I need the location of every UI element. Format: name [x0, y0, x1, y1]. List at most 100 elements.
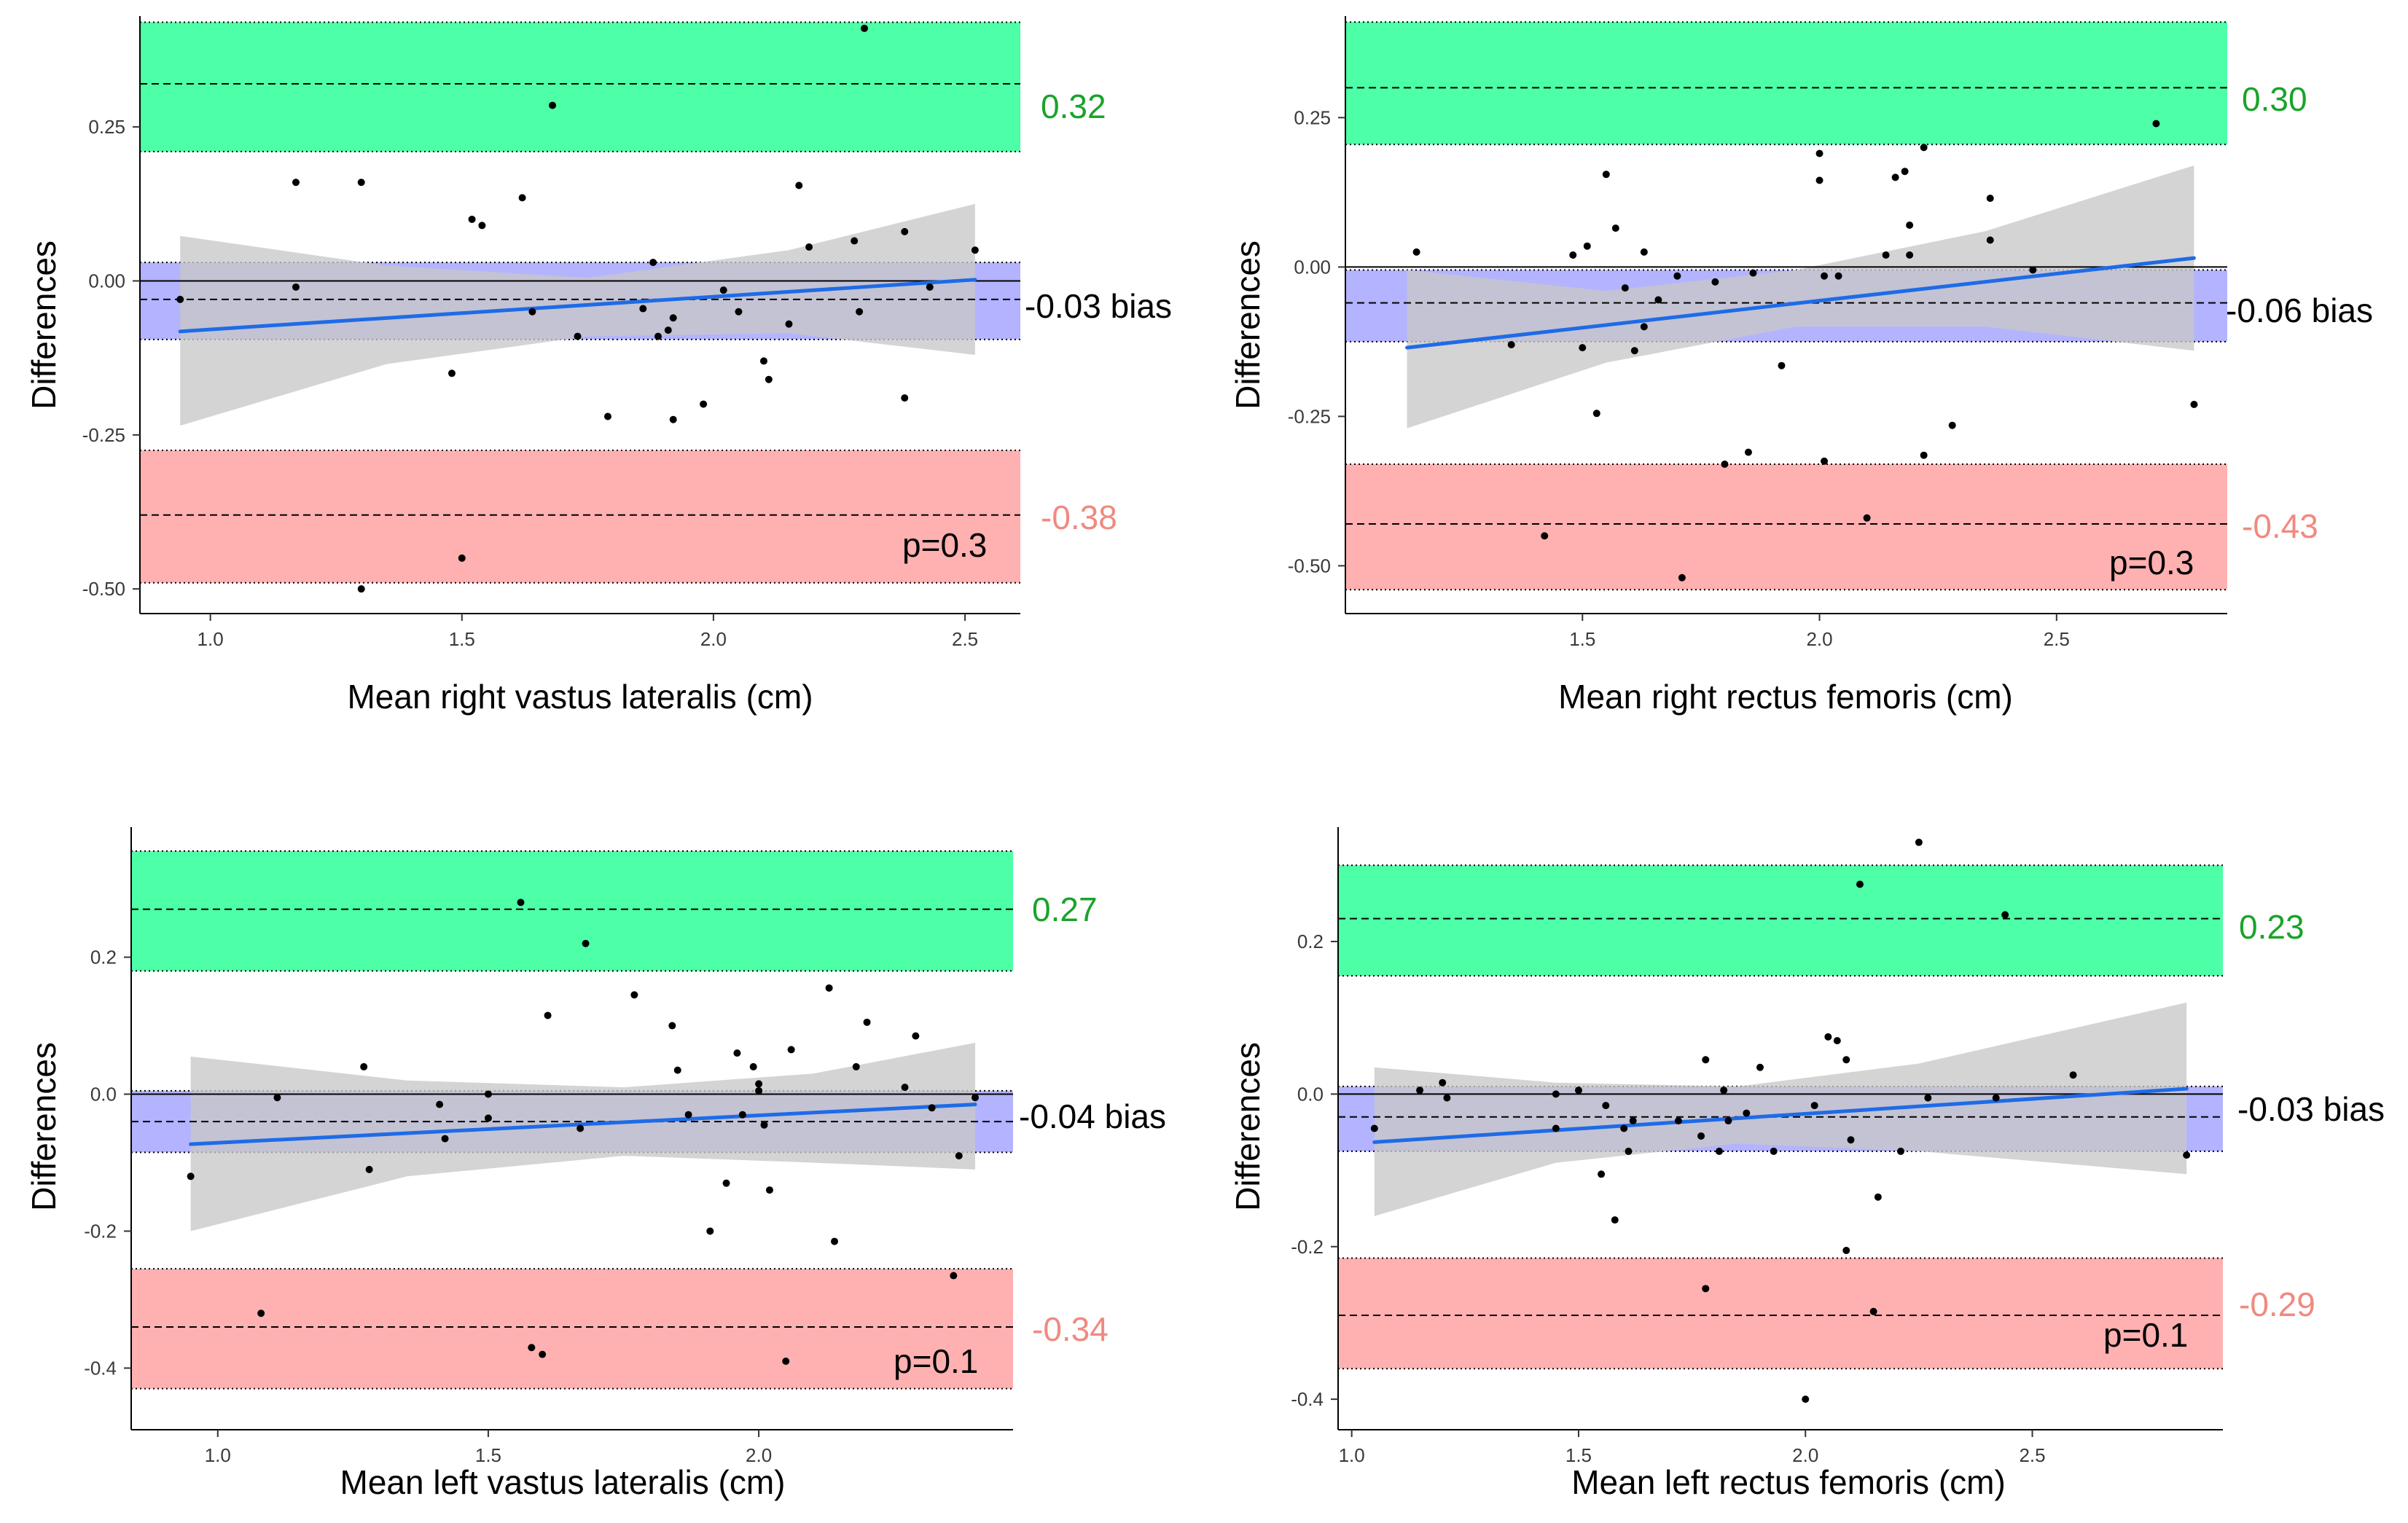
data-point-6	[441, 1135, 449, 1143]
data-point-10	[528, 1344, 536, 1352]
data-point-10	[528, 308, 536, 316]
data-point-6	[1602, 171, 1610, 179]
upper-loa-band	[1345, 22, 2227, 145]
data-point-20	[700, 400, 708, 408]
data-point-11	[1640, 323, 1648, 331]
data-point-34	[1948, 421, 1956, 429]
upper-loa-label: 0.32	[1041, 87, 1106, 125]
data-point-21	[1756, 1063, 1764, 1071]
data-point-28	[851, 237, 859, 245]
y-tick-label: 0.0	[1297, 1083, 1324, 1105]
data-point-5	[1592, 410, 1600, 418]
data-point-9	[1630, 347, 1638, 355]
upper-loa-band	[131, 850, 1013, 971]
data-point-0	[1412, 248, 1420, 256]
data-point-18	[1744, 448, 1752, 456]
data-point-7	[1598, 1170, 1606, 1178]
x-tick-label: 2.5	[2044, 628, 2070, 650]
data-point-12	[544, 1011, 552, 1019]
lower-loa-band	[1338, 1258, 2223, 1369]
data-point-19	[1724, 1117, 1732, 1125]
tick-labels: 1.0 1.5 2.0 2.5 -0.50 -0.25 0.00 0.25	[82, 116, 978, 650]
x-axis-label: Mean left rectus femoris (cm)	[1571, 1463, 2006, 1501]
data-point-27	[765, 1186, 773, 1194]
data-point-33	[926, 283, 934, 291]
data-point-3	[1579, 344, 1587, 352]
confidence-region	[1407, 165, 2194, 428]
y-axis-label: Differences	[1229, 1042, 1267, 1211]
data-point-26	[1833, 1037, 1841, 1045]
bias-label: -0.06 bias	[2226, 291, 2373, 329]
data-point-24	[1821, 457, 1829, 465]
data-point-4	[1583, 242, 1591, 250]
data-point-22	[1815, 176, 1823, 184]
y-axis-label: Differences	[25, 1042, 63, 1211]
data-point-25	[785, 320, 793, 328]
data-point-21	[719, 286, 727, 294]
lower-loa-band	[140, 450, 1020, 583]
data-point-32	[1920, 451, 1928, 459]
panel-left-vastus-lateralis: 1.0 1.5 2.0-0.4-0.20.00.2 0.27 -0.04 bias …	[25, 827, 1166, 1501]
data-point-15	[649, 259, 657, 267]
data-point-29	[1901, 168, 1909, 176]
upper-loa-label: 0.30	[2242, 80, 2307, 118]
regression-line	[178, 278, 977, 334]
data-point-9	[517, 898, 525, 907]
data-point-3	[357, 179, 365, 187]
data-point-13	[576, 1124, 585, 1132]
upper-loa-band	[140, 22, 1020, 152]
data-point-36	[1986, 236, 1994, 244]
x-tick-label: 1.0	[205, 1444, 231, 1466]
data-point-23	[1821, 272, 1829, 280]
data-point-26	[1863, 514, 1871, 522]
data-point-39	[2190, 401, 2198, 408]
lower-loa-label: -0.43	[2242, 507, 2318, 545]
data-point-23	[1802, 1395, 1810, 1403]
data-point-17	[1721, 461, 1729, 468]
y-tick-label: 0.0	[90, 1084, 117, 1105]
data-point-29	[856, 308, 864, 316]
y-tick-label: 0.2	[90, 947, 117, 968]
data-point-2	[1569, 251, 1577, 259]
data-point-38	[2069, 1071, 2077, 1079]
x-axis-label: Mean right rectus femoris (cm)	[1558, 678, 2013, 716]
data-point-13	[1674, 1117, 1682, 1125]
data-point-28	[1891, 173, 1899, 181]
data-point-35	[1924, 1094, 1932, 1102]
data-point-1	[292, 179, 300, 187]
y-tick-label: -0.50	[1288, 555, 1331, 576]
x-tick-label: 1.0	[198, 628, 224, 650]
data-point-29	[787, 1046, 795, 1054]
data-point-12	[1629, 1117, 1637, 1125]
data-point-24	[765, 375, 773, 383]
data-point-25	[1834, 272, 1842, 280]
data-point-34	[1915, 838, 1923, 846]
data-point-16	[654, 332, 662, 340]
x-tick-label: 2.5	[952, 628, 978, 650]
y-tick-label: -0.25	[1288, 405, 1331, 427]
x-tick-label: 1.5	[1565, 1444, 1592, 1466]
x-tick-label: 1.5	[1569, 628, 1595, 650]
data-point-13	[603, 412, 611, 420]
data-point-30	[861, 24, 869, 32]
lower-loa-band	[131, 1269, 1013, 1389]
data-point-10	[1640, 248, 1648, 256]
data-point-8	[478, 222, 486, 230]
data-point-12	[1654, 296, 1662, 304]
data-point-17	[673, 1066, 681, 1074]
data-point-19	[669, 415, 677, 423]
x-tick-label: 2.5	[2019, 1444, 2045, 1466]
data-point-20	[722, 1179, 730, 1187]
regression-line-path	[1372, 1087, 2189, 1144]
confidence-region	[180, 203, 975, 426]
data-point-27	[1842, 1056, 1850, 1064]
y-tick-label: -0.2	[84, 1220, 117, 1242]
data-point-5	[447, 369, 456, 377]
data-point-15	[1678, 573, 1686, 582]
data-point-1	[1507, 341, 1515, 348]
data-point-31	[831, 1237, 839, 1245]
p-value-label: p=0.3	[902, 526, 987, 564]
x-tick-label: 1.5	[449, 628, 475, 650]
bias-label: -0.04 bias	[1019, 1097, 1166, 1135]
